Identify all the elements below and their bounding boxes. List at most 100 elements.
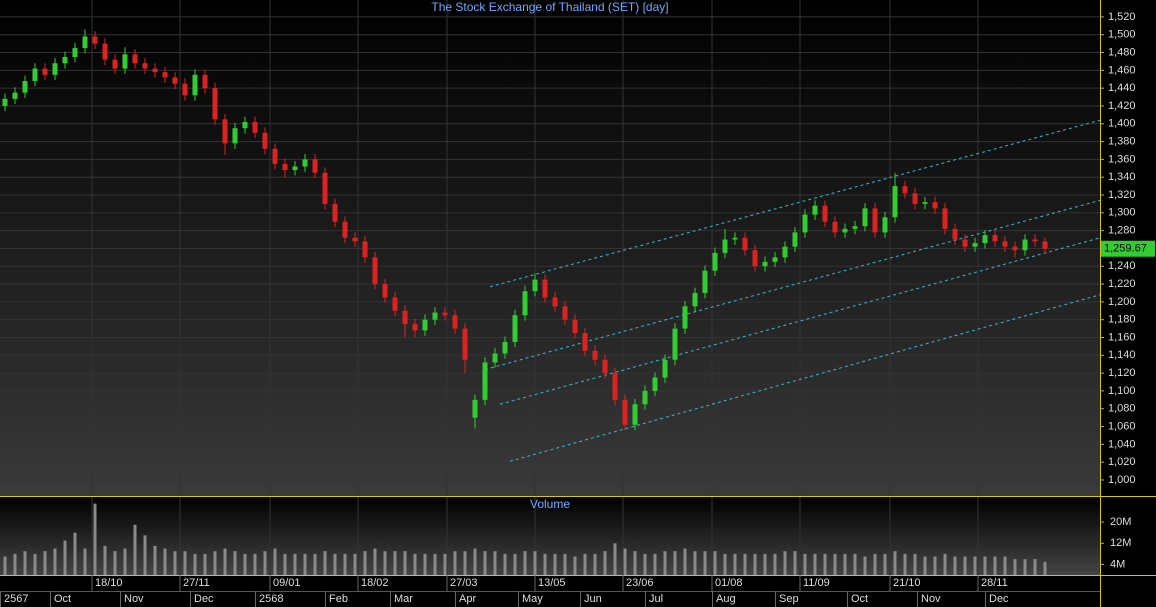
candle-body — [902, 186, 908, 194]
volume-bar — [553, 553, 557, 575]
month-label: Feb — [329, 593, 348, 605]
candle-body — [1032, 239, 1038, 242]
candle-body — [1022, 239, 1028, 251]
candle-body — [882, 217, 888, 233]
volume-bar — [643, 553, 647, 575]
candle-body — [972, 243, 978, 247]
candle-body — [242, 121, 248, 129]
candle-body — [752, 250, 758, 267]
candle-body — [302, 159, 308, 167]
candle-body — [522, 291, 528, 316]
candle-body — [102, 43, 108, 60]
channel-line — [509, 294, 1101, 462]
candle-body — [942, 208, 948, 229]
volume-bar — [793, 551, 797, 575]
candle-body — [952, 228, 958, 240]
candle-body — [832, 221, 838, 233]
volume-bar — [1043, 561, 1047, 575]
month-label: Nov — [124, 593, 144, 605]
volume-bar — [473, 548, 477, 575]
candle-body — [622, 399, 628, 425]
candle-body — [2, 98, 8, 106]
candle-body — [982, 235, 988, 244]
candle-body — [252, 121, 258, 133]
y-tick-label: 1,440 — [1108, 82, 1136, 94]
candle-body — [342, 221, 348, 238]
volume-bar — [103, 545, 107, 575]
x-tick-label: 13/05 — [538, 577, 566, 589]
month-label: Dec — [194, 593, 214, 605]
x-tick-label: 09/01 — [273, 577, 301, 589]
candle-body — [512, 315, 518, 342]
candle-body — [42, 68, 48, 75]
y-tick-label: 1,460 — [1108, 64, 1136, 76]
candle-body — [732, 237, 738, 240]
candle-body — [722, 239, 728, 253]
volume-bar — [33, 553, 37, 575]
volume-bar — [823, 553, 827, 575]
volume-bar — [873, 553, 877, 575]
candle-body — [582, 333, 588, 351]
volume-bar — [753, 553, 757, 575]
candle-body — [452, 315, 458, 329]
candle-body — [562, 306, 568, 320]
month-label: Sep — [779, 593, 799, 605]
channel-line — [499, 237, 1101, 405]
candle-body — [672, 328, 678, 360]
volume-bar — [233, 551, 237, 575]
y-tick-label: 1,000 — [1108, 474, 1136, 486]
volume-bar — [373, 548, 377, 575]
y-tick-label: 1,500 — [1108, 29, 1136, 41]
volume-bar — [453, 551, 457, 575]
x-tick-label: 27/11 — [183, 577, 210, 589]
month-label: Oct — [54, 593, 71, 605]
candle-body — [132, 54, 138, 64]
candle-body — [122, 54, 128, 69]
volume-bar — [393, 551, 397, 575]
candle-body — [172, 77, 178, 84]
volume-bar — [173, 551, 177, 575]
volume-bar — [533, 551, 537, 575]
volume-bar — [313, 553, 317, 575]
month-label: May — [522, 593, 543, 605]
y-tick-label: 1,120 — [1108, 367, 1136, 379]
month-label: Dec — [989, 593, 1009, 605]
x-tick-label: 18/10 — [95, 577, 123, 589]
candle-body — [492, 353, 498, 363]
candle-body — [262, 132, 268, 149]
volume-bar — [23, 551, 27, 575]
candle-body — [592, 350, 598, 360]
marks — [2, 29, 1101, 575]
volume-bar — [243, 553, 247, 575]
volume-bar — [743, 553, 747, 575]
candle-body — [322, 172, 328, 204]
volume-bar — [1033, 559, 1037, 575]
volume-bar — [363, 551, 367, 575]
month-label: 2567 — [4, 593, 28, 605]
candle-body — [292, 166, 298, 171]
candle-body — [1002, 241, 1008, 247]
volume-bar — [153, 545, 157, 575]
volume-bar — [463, 551, 467, 575]
volume-bar — [853, 553, 857, 575]
month-label: Nov — [921, 593, 941, 605]
candle-body — [312, 159, 318, 173]
volume-bar — [213, 551, 217, 575]
month-label: Mar — [394, 593, 413, 605]
volume-bar — [413, 553, 417, 575]
volume-bar — [863, 556, 867, 575]
candle-body — [632, 404, 638, 425]
candle-body — [712, 252, 718, 271]
candle-body — [922, 202, 928, 204]
candle-body — [462, 328, 468, 360]
volume-bar — [403, 551, 407, 575]
volume-bar — [1013, 559, 1017, 575]
month-label: Aug — [716, 593, 736, 605]
x-tick-label: 11/09 — [803, 577, 830, 589]
x-tick-label: 01/08 — [715, 577, 743, 589]
volume-bar — [733, 553, 737, 575]
volume-bar — [923, 556, 927, 575]
volume-bar — [713, 551, 717, 575]
y-tick-label: 1,520 — [1108, 11, 1136, 23]
